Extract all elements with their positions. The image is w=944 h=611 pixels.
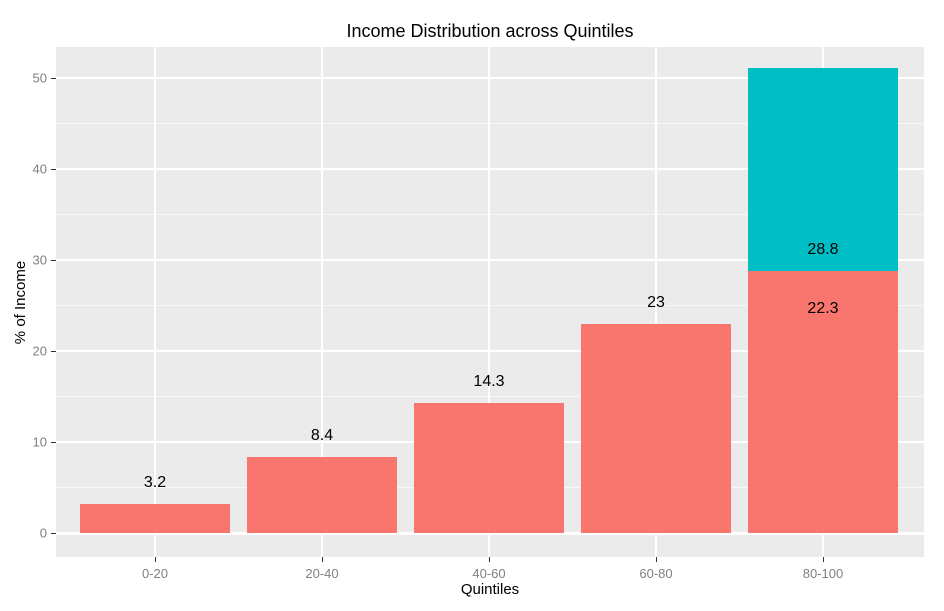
x-axis-title: Quintiles (460, 581, 520, 598)
x-tick-label: 80-100 (802, 566, 844, 581)
y-tick-mark (51, 168, 56, 170)
y-tick-label: 0 (39, 525, 47, 541)
gridline-vertical (488, 47, 490, 557)
x-tick-label: 0-20 (141, 566, 169, 581)
plot-panel: 3.2 8.4 14.3 23 28.8 22.3 (56, 47, 924, 557)
gridline-minor (56, 305, 924, 306)
bar-segment-upper-segment (748, 67, 898, 271)
y-tick-label: 40 (32, 161, 47, 177)
chart-title: Income Distribution across Quintiles (346, 21, 634, 41)
y-axis-title-text: % of Income (12, 260, 30, 344)
bar-value-label: 14.3 (473, 372, 505, 390)
gridline-major (56, 168, 924, 170)
gridline-major (56, 350, 924, 352)
gridline-minor (56, 214, 924, 215)
gridline-vertical (154, 47, 156, 557)
bar-value-label: 28.8 (807, 240, 839, 258)
x-tick-mark (655, 557, 657, 562)
x-tick-mark (154, 557, 156, 562)
x-tick-mark (321, 557, 323, 562)
bar-value-label: 23 (647, 293, 665, 311)
y-tick-label: 10 (32, 434, 47, 450)
y-tick-mark (51, 77, 56, 79)
gridline-baseline (56, 533, 924, 535)
y-tick-mark (51, 350, 56, 352)
y-tick-label: 50 (32, 70, 47, 86)
x-tick-label: 60-80 (639, 566, 673, 581)
y-tick-mark (51, 441, 56, 443)
gridline-minor (56, 123, 924, 124)
x-tick-mark (488, 557, 490, 562)
bar-value-label: 3.2 (143, 473, 167, 491)
x-tick-label: 40-60 (472, 566, 506, 581)
gridline-major (56, 77, 924, 79)
bar-segment-lower-segment (247, 456, 397, 533)
gridline-minor (56, 396, 924, 397)
bar-value-label: 22.3 (807, 300, 839, 318)
bar-segment-lower-segment (80, 503, 230, 533)
y-tick-label: 20 (32, 343, 47, 359)
x-tick-label: 20-40 (305, 566, 339, 581)
y-axis-title: % of Income (6, 47, 36, 557)
bar-segment-lower-segment (414, 402, 564, 533)
gridline-vertical (655, 47, 657, 557)
gridline-major (56, 259, 924, 261)
bar-segment-lower-segment (581, 323, 731, 533)
y-tick-mark (51, 259, 56, 261)
x-tick-mark (822, 557, 824, 562)
y-tick-label: 30 (32, 252, 47, 268)
y-tick-mark (51, 532, 56, 534)
bar-value-label: 8.4 (310, 426, 334, 444)
bar-segment-lower-segment (748, 270, 898, 533)
gridline-vertical (321, 47, 323, 557)
